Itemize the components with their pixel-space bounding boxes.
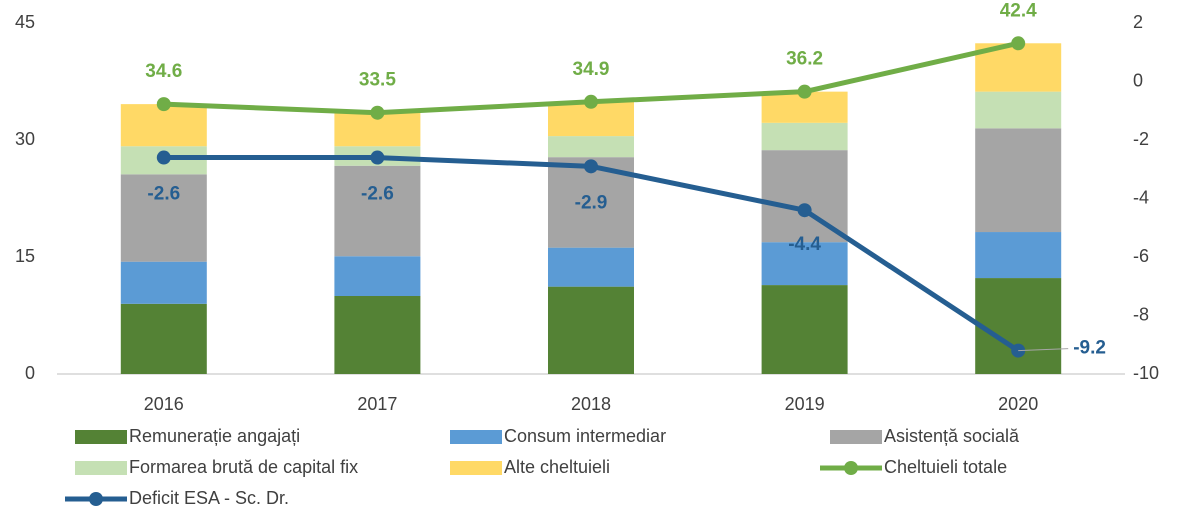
legend-swatch — [450, 461, 502, 475]
y2-tick-label: -2 — [1133, 129, 1149, 149]
bar-segment — [761, 122, 848, 151]
x-tick-label: 2016 — [144, 394, 184, 414]
data-label: 36.2 — [786, 49, 823, 70]
y-tick-label: 15 — [15, 246, 35, 266]
data-label: 34.9 — [573, 59, 610, 80]
y2-tick-label: -4 — [1133, 187, 1149, 207]
legend-label: Alte cheltuieli — [504, 457, 610, 477]
y-tick-label: 0 — [25, 363, 35, 383]
legend-label: Remunerație angajați — [129, 426, 300, 446]
line-marker — [156, 150, 171, 165]
legend-label: Deficit ESA - Sc. Dr. — [129, 488, 289, 508]
y-tick-label: 45 — [15, 12, 35, 32]
bar-segment — [975, 128, 1062, 233]
leader-line — [1018, 348, 1069, 352]
bar-segment — [334, 165, 421, 257]
line-marker — [370, 150, 385, 165]
bar-segment — [120, 261, 207, 304]
bar-segment — [334, 296, 421, 374]
legend-label: Cheltuieli totale — [884, 457, 1007, 477]
line-marker — [584, 159, 598, 174]
line-marker — [1011, 36, 1026, 51]
bar-segment — [334, 256, 421, 296]
bar-segment — [761, 242, 848, 286]
data-label: 33.5 — [359, 70, 396, 91]
x-tick-label: 2018 — [571, 394, 611, 414]
x-tick-label: 2019 — [785, 394, 825, 414]
y2-tick-label: 2 — [1133, 12, 1143, 32]
legend-swatch — [75, 430, 127, 444]
line-marker — [156, 97, 171, 112]
legend-label: Consum intermediar — [504, 426, 666, 446]
legend-swatch — [844, 461, 858, 475]
y2-tick-label: 0 — [1133, 70, 1143, 90]
line-marker — [370, 105, 385, 120]
line-marker — [584, 94, 598, 109]
data-label: -2.6 — [361, 184, 394, 205]
bar-segment — [548, 286, 634, 374]
x-tick-label: 2017 — [357, 394, 397, 414]
bar-segment — [761, 285, 848, 374]
legend-swatch — [75, 461, 127, 475]
data-label: 42.4 — [1000, 0, 1037, 21]
bar-segment — [548, 136, 634, 158]
bar-segment — [975, 278, 1062, 374]
y2-tick-label: -8 — [1133, 304, 1149, 324]
bar-segment — [548, 247, 634, 287]
x-tick-label: 2020 — [998, 394, 1038, 414]
line-marker — [1011, 343, 1026, 358]
y2-tick-label: -6 — [1133, 246, 1149, 266]
bar-segment — [975, 91, 1062, 129]
y2-tick-label: -10 — [1133, 363, 1159, 383]
legend-swatch — [830, 430, 882, 444]
bar-segment — [975, 232, 1062, 279]
bar-segment — [120, 104, 207, 147]
line-marker — [797, 203, 812, 218]
data-label: 34.6 — [145, 61, 182, 82]
data-label: -2.6 — [147, 184, 180, 205]
bar-segment — [120, 174, 207, 262]
legend-label: Formarea brută de capital fix — [129, 457, 358, 477]
legend-swatch — [89, 492, 103, 506]
data-label: -2.9 — [575, 192, 608, 213]
legend-label: Asistență socială — [884, 426, 1020, 446]
bar-segment — [120, 303, 207, 374]
data-label: -9.2 — [1073, 338, 1106, 359]
data-label: -4.4 — [788, 234, 821, 255]
line-marker — [797, 84, 812, 99]
y-tick-label: 30 — [15, 129, 35, 149]
legend-swatch — [450, 430, 502, 444]
